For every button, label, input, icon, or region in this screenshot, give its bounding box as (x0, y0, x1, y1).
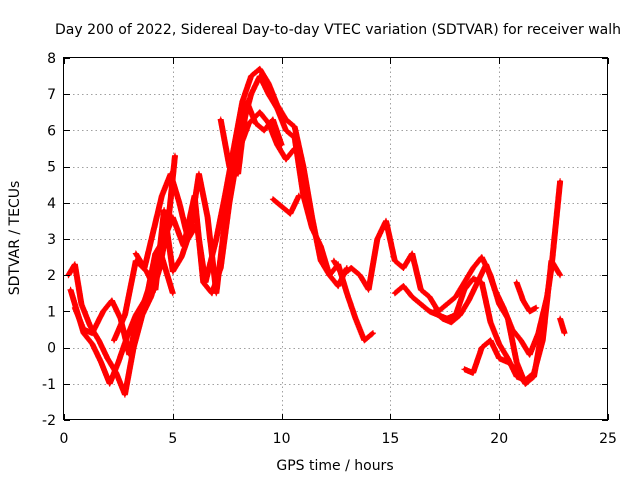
x-tick-label: 15 (381, 431, 399, 447)
series-markers (461, 337, 529, 387)
series-markers (557, 315, 568, 337)
y-tick-label: 1 (47, 304, 56, 320)
y-tick-label: 4 (47, 196, 56, 212)
chart-title: Day 200 of 2022, Sidereal Day-to-day VTE… (55, 22, 621, 38)
y-tick-label: -1 (42, 377, 56, 393)
series-satellite-track-13 (557, 315, 568, 337)
series-satellite-track-12 (513, 279, 540, 315)
plot-frame (63, 57, 608, 420)
series-satellite-track-7 (269, 192, 302, 217)
y-tick-label: -2 (42, 413, 56, 429)
series-satellite-track-6 (217, 98, 285, 177)
x-tick-label: 25 (599, 431, 617, 447)
y-tick-label: 3 (47, 232, 56, 248)
y-axis-label: SDTVAR / TECUs (7, 181, 23, 296)
x-tick-label: 20 (490, 431, 508, 447)
y-tick-label: 2 (47, 268, 56, 284)
series-satellite-track-11 (461, 337, 529, 387)
x-tick-label: 5 (168, 431, 177, 447)
y-tick-label: 6 (47, 123, 56, 139)
series-layer (65, 65, 568, 398)
y-tick-label: 0 (47, 341, 56, 357)
series-markers (217, 98, 285, 177)
series-satellite-track-10 (430, 261, 551, 358)
x-axis-label: GPS time / hours (276, 458, 393, 474)
x-tick-label: 10 (273, 431, 291, 447)
x-tick-label: 0 (60, 431, 69, 447)
series-markers (513, 279, 540, 315)
axis-ticks: 0 5 10 15 20 25 -2 -1 0 1 2 3 4 5 6 7 8 (42, 51, 617, 447)
y-tick-label: 7 (47, 87, 56, 103)
y-tick-label: 5 (47, 160, 56, 176)
y-tick-label: 8 (47, 51, 56, 67)
series-markers (430, 261, 551, 358)
series-markers (269, 192, 302, 217)
